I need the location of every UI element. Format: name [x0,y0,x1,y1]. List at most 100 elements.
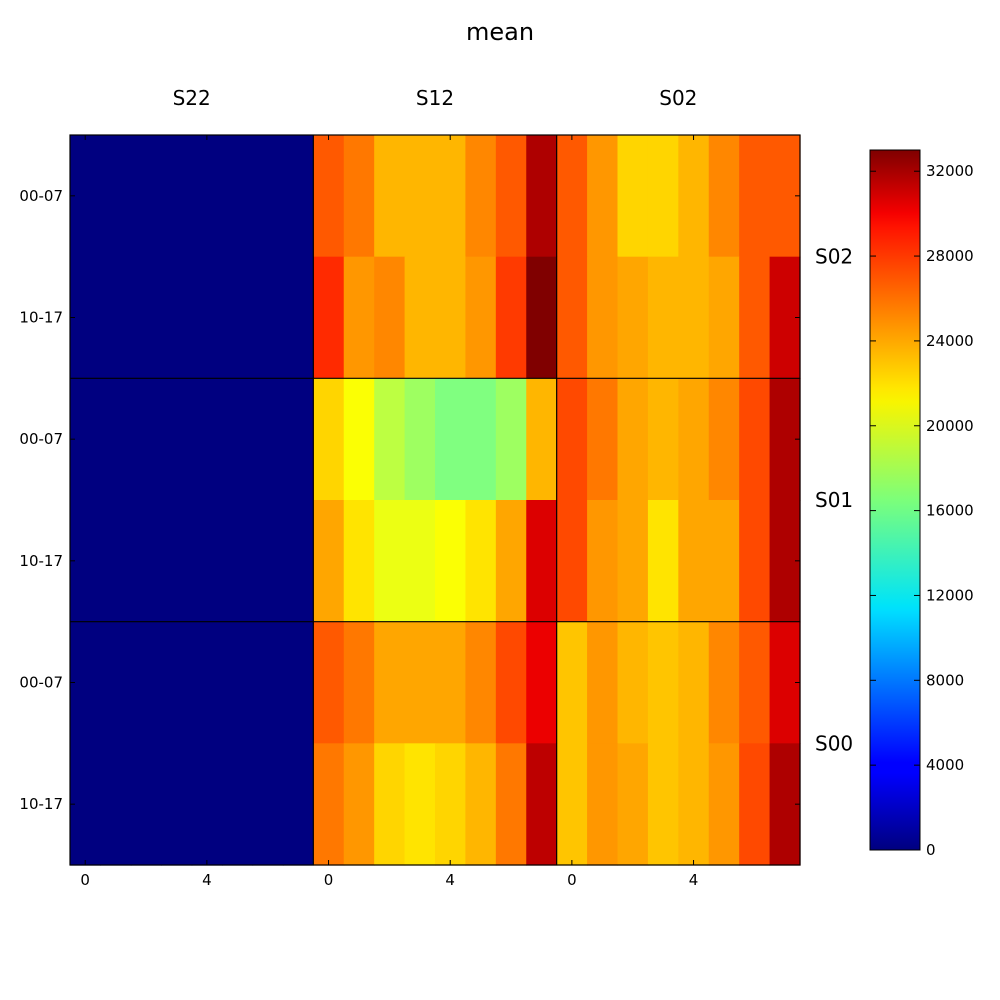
heatmap-cell [343,256,375,379]
heatmap-cell [556,743,588,866]
x-tick-label: 0 [324,871,334,889]
heatmap-cell [191,378,223,501]
heatmap-cell [617,378,649,501]
x-tick-label: 4 [202,871,212,889]
heatmap-cell [587,256,619,379]
heatmap-cell [708,500,740,623]
row-label: 10-17 [19,309,63,327]
y-ticks [70,195,800,805]
heatmap-cell [587,621,619,744]
heatmap-cell [708,743,740,866]
heatmap-cell [100,378,132,501]
heatmap-cell [222,621,254,744]
x-tick-label: 0 [567,871,577,889]
heatmap-cell [343,378,375,501]
heatmap-cell [587,500,619,623]
heatmap-cell [404,621,436,744]
heatmap-cell [313,743,345,866]
heatmap-cell [617,743,649,866]
heatmap-cell [678,500,710,623]
heatmap-cell [374,621,406,744]
column-group-label: S22 [173,86,211,110]
heatmap-cell [130,621,162,744]
heatmap-cell [404,378,436,501]
heatmap-cell [465,621,497,744]
heatmap-cell [465,135,497,258]
heatmap-cell [70,256,102,379]
heatmap-cell [435,256,467,379]
heatmap-cell [130,743,162,866]
heatmap-cell [252,135,284,258]
heatmap-cell [526,743,558,866]
heatmap-cell [495,378,527,501]
heatmap-cell [526,378,558,501]
colorbar-tick-label: 8000 [926,671,964,689]
heatmap-cell [495,256,527,379]
heatmap-cell [708,256,740,379]
column-group-label: S02 [659,86,697,110]
heatmap-cell [678,256,710,379]
heatmap-cell [161,135,193,258]
heatmap-cell [678,135,710,258]
heatmap-cell [526,621,558,744]
heatmap-cell [374,256,406,379]
heatmap-cell [647,378,679,501]
row-label: 00-07 [19,674,63,692]
heatmap-cell [161,500,193,623]
heatmap-cell [374,135,406,258]
colorbar [869,149,921,851]
heatmap-cell [556,256,588,379]
heatmap-cell [191,743,223,866]
heatmap-cell [495,621,527,744]
heatmap-cell [343,743,375,866]
heatmap-cell [222,378,254,501]
colorbar-tick-label: 24000 [926,332,974,350]
heatmap-cell [678,621,710,744]
heatmap-cell [100,500,132,623]
column-group-label: S12 [416,86,454,110]
heatmap-cell [343,135,375,258]
heatmap-cell [130,500,162,623]
heatmap-cell [647,256,679,379]
row-label: 10-17 [19,552,63,570]
heatmap-cell [252,743,284,866]
heatmap-cell [435,621,467,744]
heatmap-cell [526,135,558,258]
heatmap-cell [526,256,558,379]
heatmap-cell [739,256,771,379]
heatmap-cell [282,621,314,744]
heatmap-cell [70,135,102,258]
row-group-label: S02 [815,245,853,269]
heatmap-cell [100,621,132,744]
heatmap-cell [130,135,162,258]
heatmap-cell [617,256,649,379]
heatmap-cell [161,256,193,379]
x-ticks: 0 4 0 4 0 4 [80,135,698,889]
colorbar-tick-label: 0 [926,841,936,859]
heatmap-cell [222,500,254,623]
heatmap-cell [556,135,588,258]
chart-title: mean [466,18,534,46]
colorbar-tick-label: 28000 [926,247,974,265]
heatmap-cell [252,378,284,501]
heatmap-cell [313,378,345,501]
heatmap-cell [647,743,679,866]
heatmap-cell [435,378,467,501]
heatmap-cell [404,135,436,258]
heatmap-cell [739,621,771,744]
heatmap-cell [70,500,102,623]
heatmap-cell [739,500,771,623]
colorbar-tick-label: 20000 [926,417,974,435]
row-label: 00-07 [19,187,63,205]
heatmap-cell [191,256,223,379]
colorbar-tick-label: 4000 [926,756,964,774]
heatmap-cell [222,135,254,258]
heatmap-cell [435,135,467,258]
row-label: 10-17 [19,795,63,813]
heatmap-cell [556,500,588,623]
heatmap-cell [191,135,223,258]
heatmap-cell [222,743,254,866]
heatmap-cell [435,743,467,866]
heatmap-cell [647,135,679,258]
